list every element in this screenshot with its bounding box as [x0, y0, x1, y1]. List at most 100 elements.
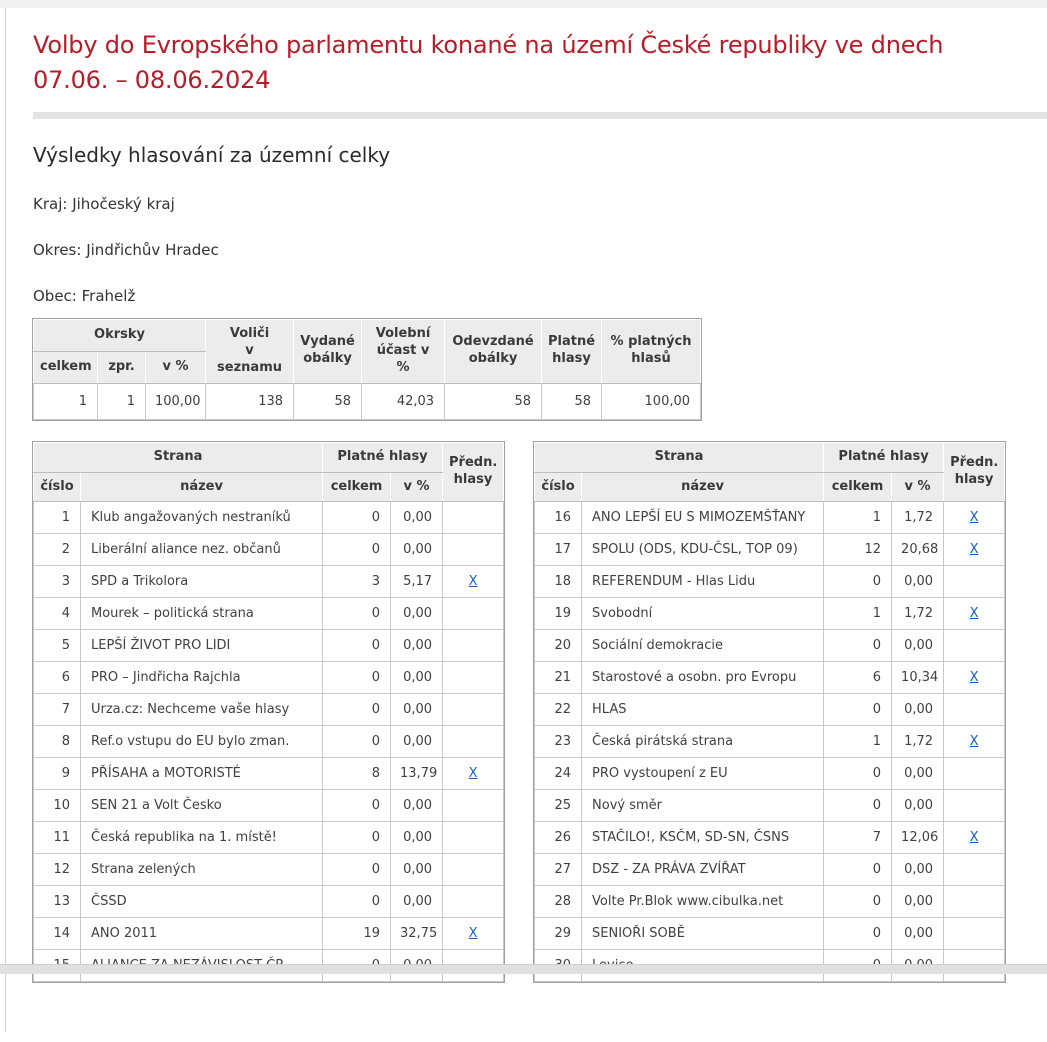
party-pref-cell: X: [944, 502, 1005, 534]
party-name: Česká republika na 1. místě!: [81, 822, 323, 854]
party-votes-percent: 13,79: [391, 758, 443, 790]
summary-table: Okrsky Voliči v seznamu Vydané obálky Vo…: [33, 319, 701, 420]
summary-value: 1: [98, 383, 146, 419]
party-pref-cell: [443, 630, 504, 662]
party-name: DSZ - ZA PRÁVA ZVÍŘAT: [582, 854, 824, 886]
pref-votes-link[interactable]: X: [469, 926, 478, 941]
pref-votes-link[interactable]: X: [970, 830, 979, 845]
party-votes-percent: 10,34: [892, 662, 944, 694]
party-votes-percent: 20,68: [892, 534, 944, 566]
party-header-platne-hlasy: Platné hlasy: [323, 442, 443, 472]
party-votes-percent: 0,00: [391, 854, 443, 886]
party-name: Klub angažovaných nestraníků: [81, 502, 323, 534]
party-votes-total: 0: [824, 790, 892, 822]
party-name: SEN 21 a Volt Česko: [81, 790, 323, 822]
party-pref-cell: [944, 758, 1005, 790]
party-header-cislo: číslo: [535, 472, 582, 502]
party-pref-cell: [443, 502, 504, 534]
pref-votes-link[interactable]: X: [970, 734, 979, 749]
pref-votes-link[interactable]: X: [970, 510, 979, 525]
party-number: 23: [535, 726, 582, 758]
bottom-scrollbar-track[interactable]: [0, 964, 1047, 974]
pref-votes-link[interactable]: X: [970, 542, 979, 557]
party-votes-total: 0: [824, 566, 892, 598]
kraj-label: Kraj:: [33, 195, 67, 213]
party-name: Mourek – politická strana: [81, 598, 323, 630]
okres-value: Jindřichův Hradec: [86, 241, 219, 259]
party-number: 21: [535, 662, 582, 694]
party-name: Ref.o vstupu do EU bylo zman.: [81, 726, 323, 758]
party-name: Svobodní: [582, 598, 824, 630]
party-votes-percent: 32,75: [391, 918, 443, 950]
party-name: HLAS: [582, 694, 824, 726]
party-votes-percent: 12,06: [892, 822, 944, 854]
party-votes-percent: 0,00: [391, 598, 443, 630]
summary-value: 138: [206, 383, 294, 419]
party-votes-total: 1: [824, 726, 892, 758]
party-votes-percent: 0,00: [892, 886, 944, 918]
party-votes-total: 0: [323, 662, 391, 694]
party-votes-percent: 5,17: [391, 566, 443, 598]
left-edge-line: [5, 8, 6, 1032]
party-number: 11: [34, 822, 81, 854]
party-votes-total: 0: [323, 790, 391, 822]
party-header-cislo: číslo: [34, 472, 81, 502]
party-votes-total: 0: [323, 534, 391, 566]
party-header-nazev: název: [81, 472, 323, 502]
party-name: Volte Pr.Blok www.cibulka.net: [582, 886, 824, 918]
party-pref-cell: [443, 662, 504, 694]
party-votes-percent: 1,72: [892, 598, 944, 630]
pref-votes-link[interactable]: X: [469, 766, 478, 781]
party-number: 29: [535, 918, 582, 950]
party-name: SPOLU (ODS, KDU-ČSL, TOP 09): [582, 534, 824, 566]
pref-votes-link[interactable]: X: [970, 606, 979, 621]
pref-votes-link[interactable]: X: [469, 574, 478, 589]
party-votes-total: 3: [323, 566, 391, 598]
party-votes-total: 0: [824, 886, 892, 918]
party-votes-total: 0: [323, 822, 391, 854]
okres-line: Okres: Jindřichův Hradec: [33, 241, 1003, 259]
party-name: SENIOŘI SOBĚ: [582, 918, 824, 950]
party-votes-percent: 0,00: [391, 662, 443, 694]
party-votes-total: 0: [323, 598, 391, 630]
party-header-predn-hlasy: Předn. hlasy: [443, 442, 504, 502]
kraj-line: Kraj: Jihočeský kraj: [33, 195, 1003, 213]
party-number: 26: [535, 822, 582, 854]
summary-header-ucast: Volební účast v %: [362, 320, 445, 384]
party-votes-total: 0: [323, 726, 391, 758]
party-votes-percent: 0,00: [892, 758, 944, 790]
results-page: Volby do Evropského parlamentu konané na…: [0, 8, 1047, 1042]
party-name: LEPŠÍ ŽIVOT PRO LIDI: [81, 630, 323, 662]
party-number: 3: [34, 566, 81, 598]
party-pref-cell: X: [944, 598, 1005, 630]
section-title: Výsledky hlasování za územní celky: [33, 143, 1003, 167]
summary-value: 58: [445, 383, 542, 419]
party-number: 22: [535, 694, 582, 726]
party-votes-total: 12: [824, 534, 892, 566]
party-number: 20: [535, 630, 582, 662]
party-name: Liberální aliance nez. občanů: [81, 534, 323, 566]
party-votes-total: 0: [824, 918, 892, 950]
obec-line: Obec: Frahelž: [33, 287, 1003, 305]
kraj-value: Jihočeský kraj: [72, 195, 175, 213]
party-number: 6: [34, 662, 81, 694]
party-pref-cell: [944, 630, 1005, 662]
party-number: 8: [34, 726, 81, 758]
pref-votes-link[interactable]: X: [970, 670, 979, 685]
party-number: 4: [34, 598, 81, 630]
party-pref-cell: X: [944, 662, 1005, 694]
